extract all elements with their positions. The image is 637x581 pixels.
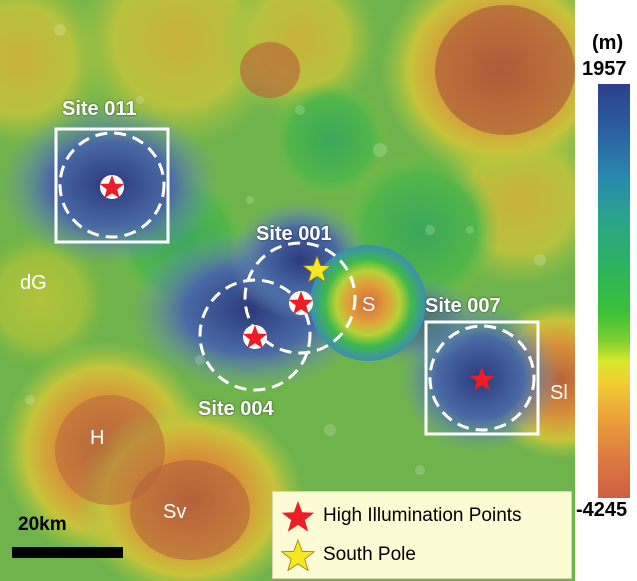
elevation-colorbar: [598, 84, 630, 498]
site-011-box: [54, 127, 170, 244]
legend-label-high-illumination: High Illumination Points: [323, 505, 522, 526]
elevation-map-image: [0, 0, 575, 581]
site-011-range: [58, 131, 166, 239]
legend-item-south-pole: South Pole: [281, 539, 416, 571]
scalebar: [12, 547, 123, 558]
high-illumination-star-001: [288, 291, 314, 315]
crater-label-sl: Sl: [550, 382, 568, 404]
site-007-label: Site 007: [425, 295, 501, 317]
crater-label-s: S: [362, 294, 376, 316]
colorbar-min: -4245: [576, 499, 628, 521]
crater-label-h: H: [90, 427, 105, 449]
south-pole-star: [302, 254, 332, 283]
yellow-star-icon: [281, 539, 315, 571]
site-004-label: Site 004: [198, 398, 274, 420]
red-star-icon: [281, 501, 315, 532]
high-illumination-star-004: [242, 325, 268, 349]
site-011-label: Site 011: [62, 98, 137, 120]
crater-label-sv: Sv: [163, 501, 187, 523]
site-004-range: [198, 278, 312, 392]
colorbar-max: 1957: [582, 58, 627, 80]
site-007-box: [424, 320, 540, 436]
colorbar-unit: (m): [592, 32, 624, 54]
high-illumination-star-007: [469, 367, 495, 391]
legend-label-south-pole: South Pole: [323, 544, 416, 565]
site-001-label: Site 001: [256, 223, 332, 245]
site-007-range: [428, 324, 536, 432]
elevation-map: Site 011 Site 001 Site 004 Site 007 dG S…: [0, 0, 575, 581]
crater-label-dg: dG: [20, 272, 47, 294]
high-illumination-star-011: [99, 175, 125, 199]
legend: High Illumination Points South Pole: [272, 491, 572, 579]
site-001-range: [243, 241, 357, 355]
scalebar-label: 20km: [18, 514, 67, 535]
legend-item-high-illumination: High Illumination Points: [281, 500, 522, 532]
